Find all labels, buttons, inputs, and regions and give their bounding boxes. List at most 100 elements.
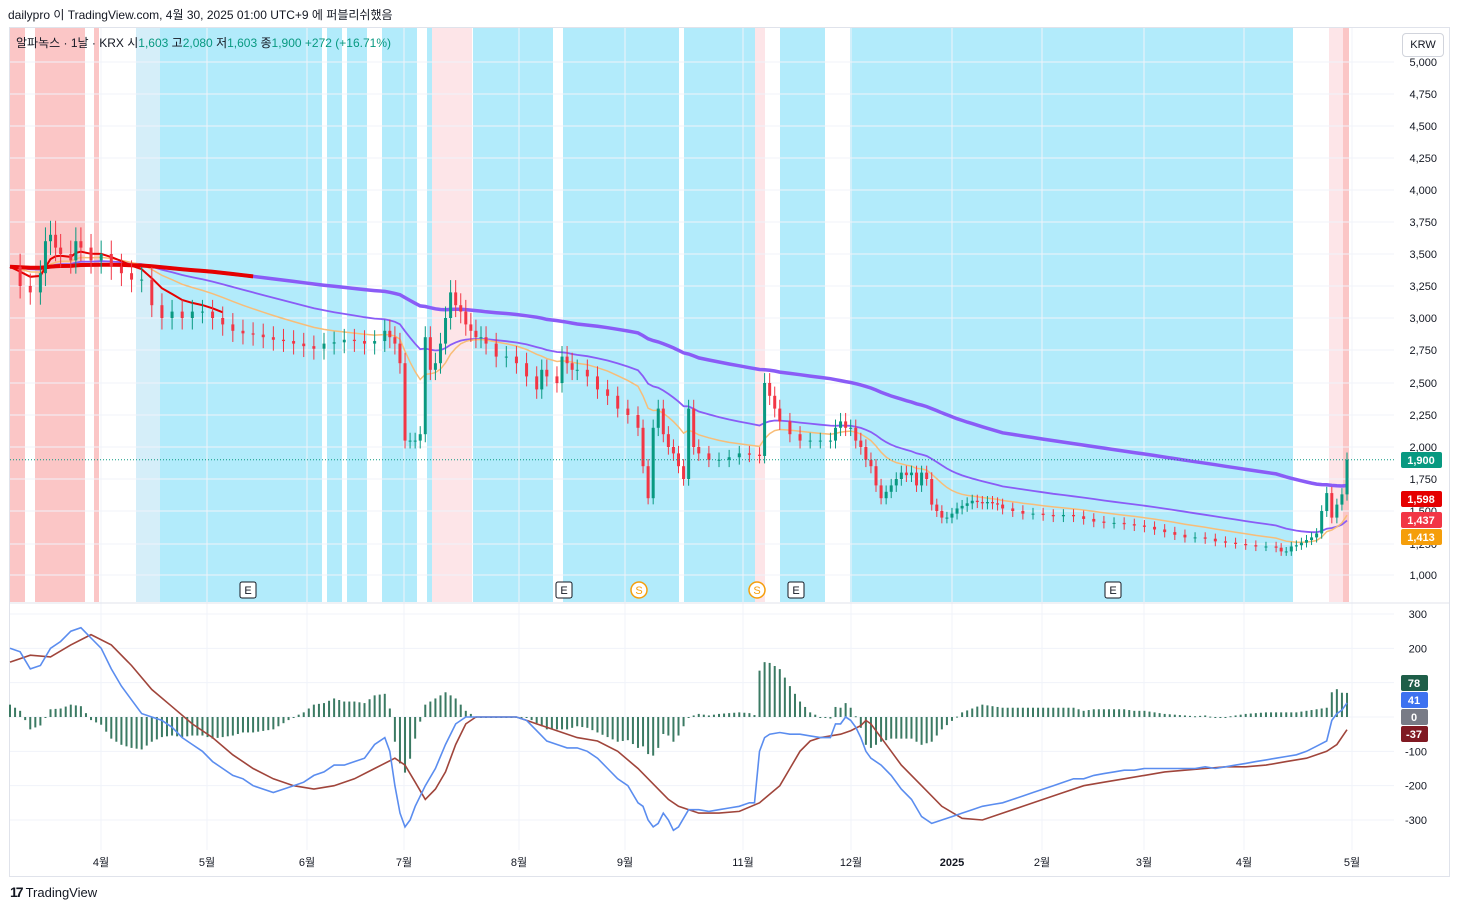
last-price-badge — [1401, 452, 1442, 468]
macd-histogram-bar — [1077, 709, 1080, 717]
macd-histogram-bar — [14, 707, 17, 717]
candle-body — [1183, 534, 1187, 538]
macd-histogram-bar — [1026, 707, 1029, 717]
time-tick-label: 4월 — [93, 856, 109, 869]
macd-histogram-bar — [702, 714, 705, 717]
macd-histogram-bar — [783, 677, 786, 717]
candle-body — [935, 504, 939, 511]
macd-histogram-bar — [662, 717, 665, 734]
macd-histogram-bar — [383, 693, 386, 717]
candle-body — [737, 453, 741, 458]
candle-body — [494, 343, 498, 357]
macd-histogram-bar — [1107, 709, 1110, 717]
price-tick-label: 4,750 — [1409, 89, 1437, 101]
macd-histogram-bar — [657, 717, 660, 748]
macd-histogram-bar — [277, 717, 280, 727]
macd-histogram-bar — [561, 717, 564, 730]
macd-histogram-bar — [9, 704, 11, 717]
macd-histogram-bar — [667, 717, 670, 736]
price-tick-label: 2,000 — [1409, 442, 1437, 454]
candle-body — [403, 363, 407, 441]
chart-frame — [9, 27, 1450, 877]
tradingview-logo-icon: 17 — [10, 884, 24, 900]
macd-histogram-bar — [1133, 710, 1136, 717]
currency-button[interactable]: KRW — [1402, 33, 1444, 57]
candle-body — [849, 427, 853, 429]
candle-body — [1310, 537, 1314, 541]
macd-histogram-bar — [1072, 707, 1075, 717]
footer-brand[interactable]: 17 TradingView — [10, 884, 97, 900]
background-band-11 — [563, 28, 679, 602]
macd-histogram-bar — [1259, 712, 1262, 717]
candle-body — [1122, 522, 1126, 525]
candle-body — [818, 440, 822, 442]
macd-histogram-bar — [1340, 692, 1343, 717]
candle-body — [626, 408, 630, 415]
macd-histogram-bar — [1102, 709, 1105, 717]
background-band-3 — [136, 28, 160, 602]
candle-body — [160, 305, 164, 318]
macd-histogram-bar — [363, 703, 366, 717]
macd-signal-line — [9, 633, 1348, 821]
candle-body — [1102, 521, 1106, 523]
candle-body — [1163, 529, 1167, 533]
macd-histogram-bar — [631, 717, 634, 745]
macd-histogram-bar — [1325, 707, 1328, 717]
high-label: 고 — [171, 36, 183, 50]
candle-body — [859, 440, 863, 447]
time-tick-label: 9월 — [617, 856, 633, 869]
macd-histogram-bar — [1310, 710, 1313, 717]
macd-histogram-bar — [105, 717, 108, 732]
candle-body — [18, 266, 22, 286]
last-price-badge — [1401, 491, 1442, 507]
candle-body — [393, 337, 397, 344]
macd-histogram-bar — [333, 698, 336, 717]
symbol-name[interactable]: 알파녹스 · 1날 · KRX — [16, 36, 124, 50]
price-tick-label: 5,000 — [1409, 57, 1437, 69]
macd-histogram-bar — [439, 695, 442, 717]
time-tick-label: 4월 — [1236, 856, 1252, 869]
candle-body — [1193, 537, 1197, 539]
macd-histogram-bar — [687, 717, 690, 718]
candle-body — [221, 318, 225, 325]
candle-body — [661, 408, 665, 435]
macd-histogram-bar — [1305, 710, 1308, 717]
macd-histogram-bar — [262, 717, 265, 731]
candle-body — [666, 434, 670, 447]
macd-histogram-bar — [642, 717, 645, 747]
macd-histogram-bar — [160, 717, 163, 738]
candle-body — [839, 421, 843, 428]
background-band-8 — [427, 28, 432, 602]
macd-histogram-bar — [312, 704, 315, 717]
price-tick-label: 2,750 — [1409, 345, 1437, 357]
macd-histogram-bar — [100, 717, 103, 725]
macd-histogram-bar — [839, 707, 842, 717]
macd-histogram-bar — [1016, 707, 1019, 717]
candle-body — [570, 363, 574, 370]
candle-body — [970, 500, 974, 504]
macd-value-badge-label: -37 — [1406, 729, 1422, 741]
macd-histogram-bar — [29, 717, 32, 730]
macd-histogram-bar — [1330, 692, 1333, 717]
macd-histogram-bar — [1052, 707, 1055, 717]
macd-histogram-bar — [150, 717, 153, 742]
candle-body — [454, 292, 458, 306]
candle-body — [565, 356, 569, 364]
candle-body — [1072, 514, 1076, 517]
macd-histogram-bar — [1082, 710, 1085, 717]
candle-body — [677, 453, 680, 467]
candle-body — [484, 337, 488, 344]
ema-short-line — [9, 256, 1348, 544]
macd-histogram-bar — [925, 717, 928, 744]
macd-histogram-bar — [404, 717, 407, 773]
macd-histogram-bar — [971, 708, 974, 717]
time-tick-label: 12월 — [840, 856, 862, 869]
candle-body — [211, 311, 215, 318]
candle-body — [130, 273, 134, 280]
candle-body — [555, 376, 559, 383]
macd-histogram-bar — [996, 706, 999, 717]
macd-histogram-bar — [530, 717, 533, 721]
macd-tick-label: -100 — [1405, 746, 1427, 758]
macd-histogram-bar — [601, 717, 604, 735]
